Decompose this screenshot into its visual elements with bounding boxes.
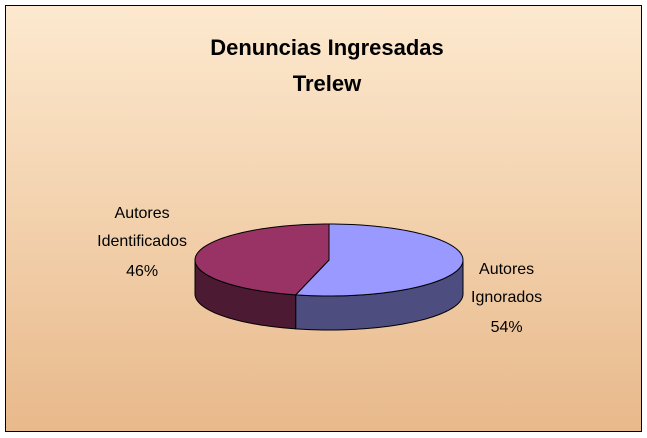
category-label: Autores Identificados xyxy=(97,205,187,250)
data-label: Autores Identificados 46% xyxy=(97,205,187,280)
category-label: Autores Ignorados xyxy=(471,261,542,306)
value-label: 54% xyxy=(491,319,523,336)
data-label: Autores Ignorados 54% xyxy=(471,261,542,336)
chart-frame xyxy=(5,5,642,432)
value-label: 46% xyxy=(126,263,158,280)
chart-title: Denuncias Ingresadas xyxy=(210,35,444,60)
pie-slice xyxy=(194,223,330,296)
chart-title: Trelew xyxy=(293,71,362,96)
pie-slice xyxy=(294,223,464,297)
